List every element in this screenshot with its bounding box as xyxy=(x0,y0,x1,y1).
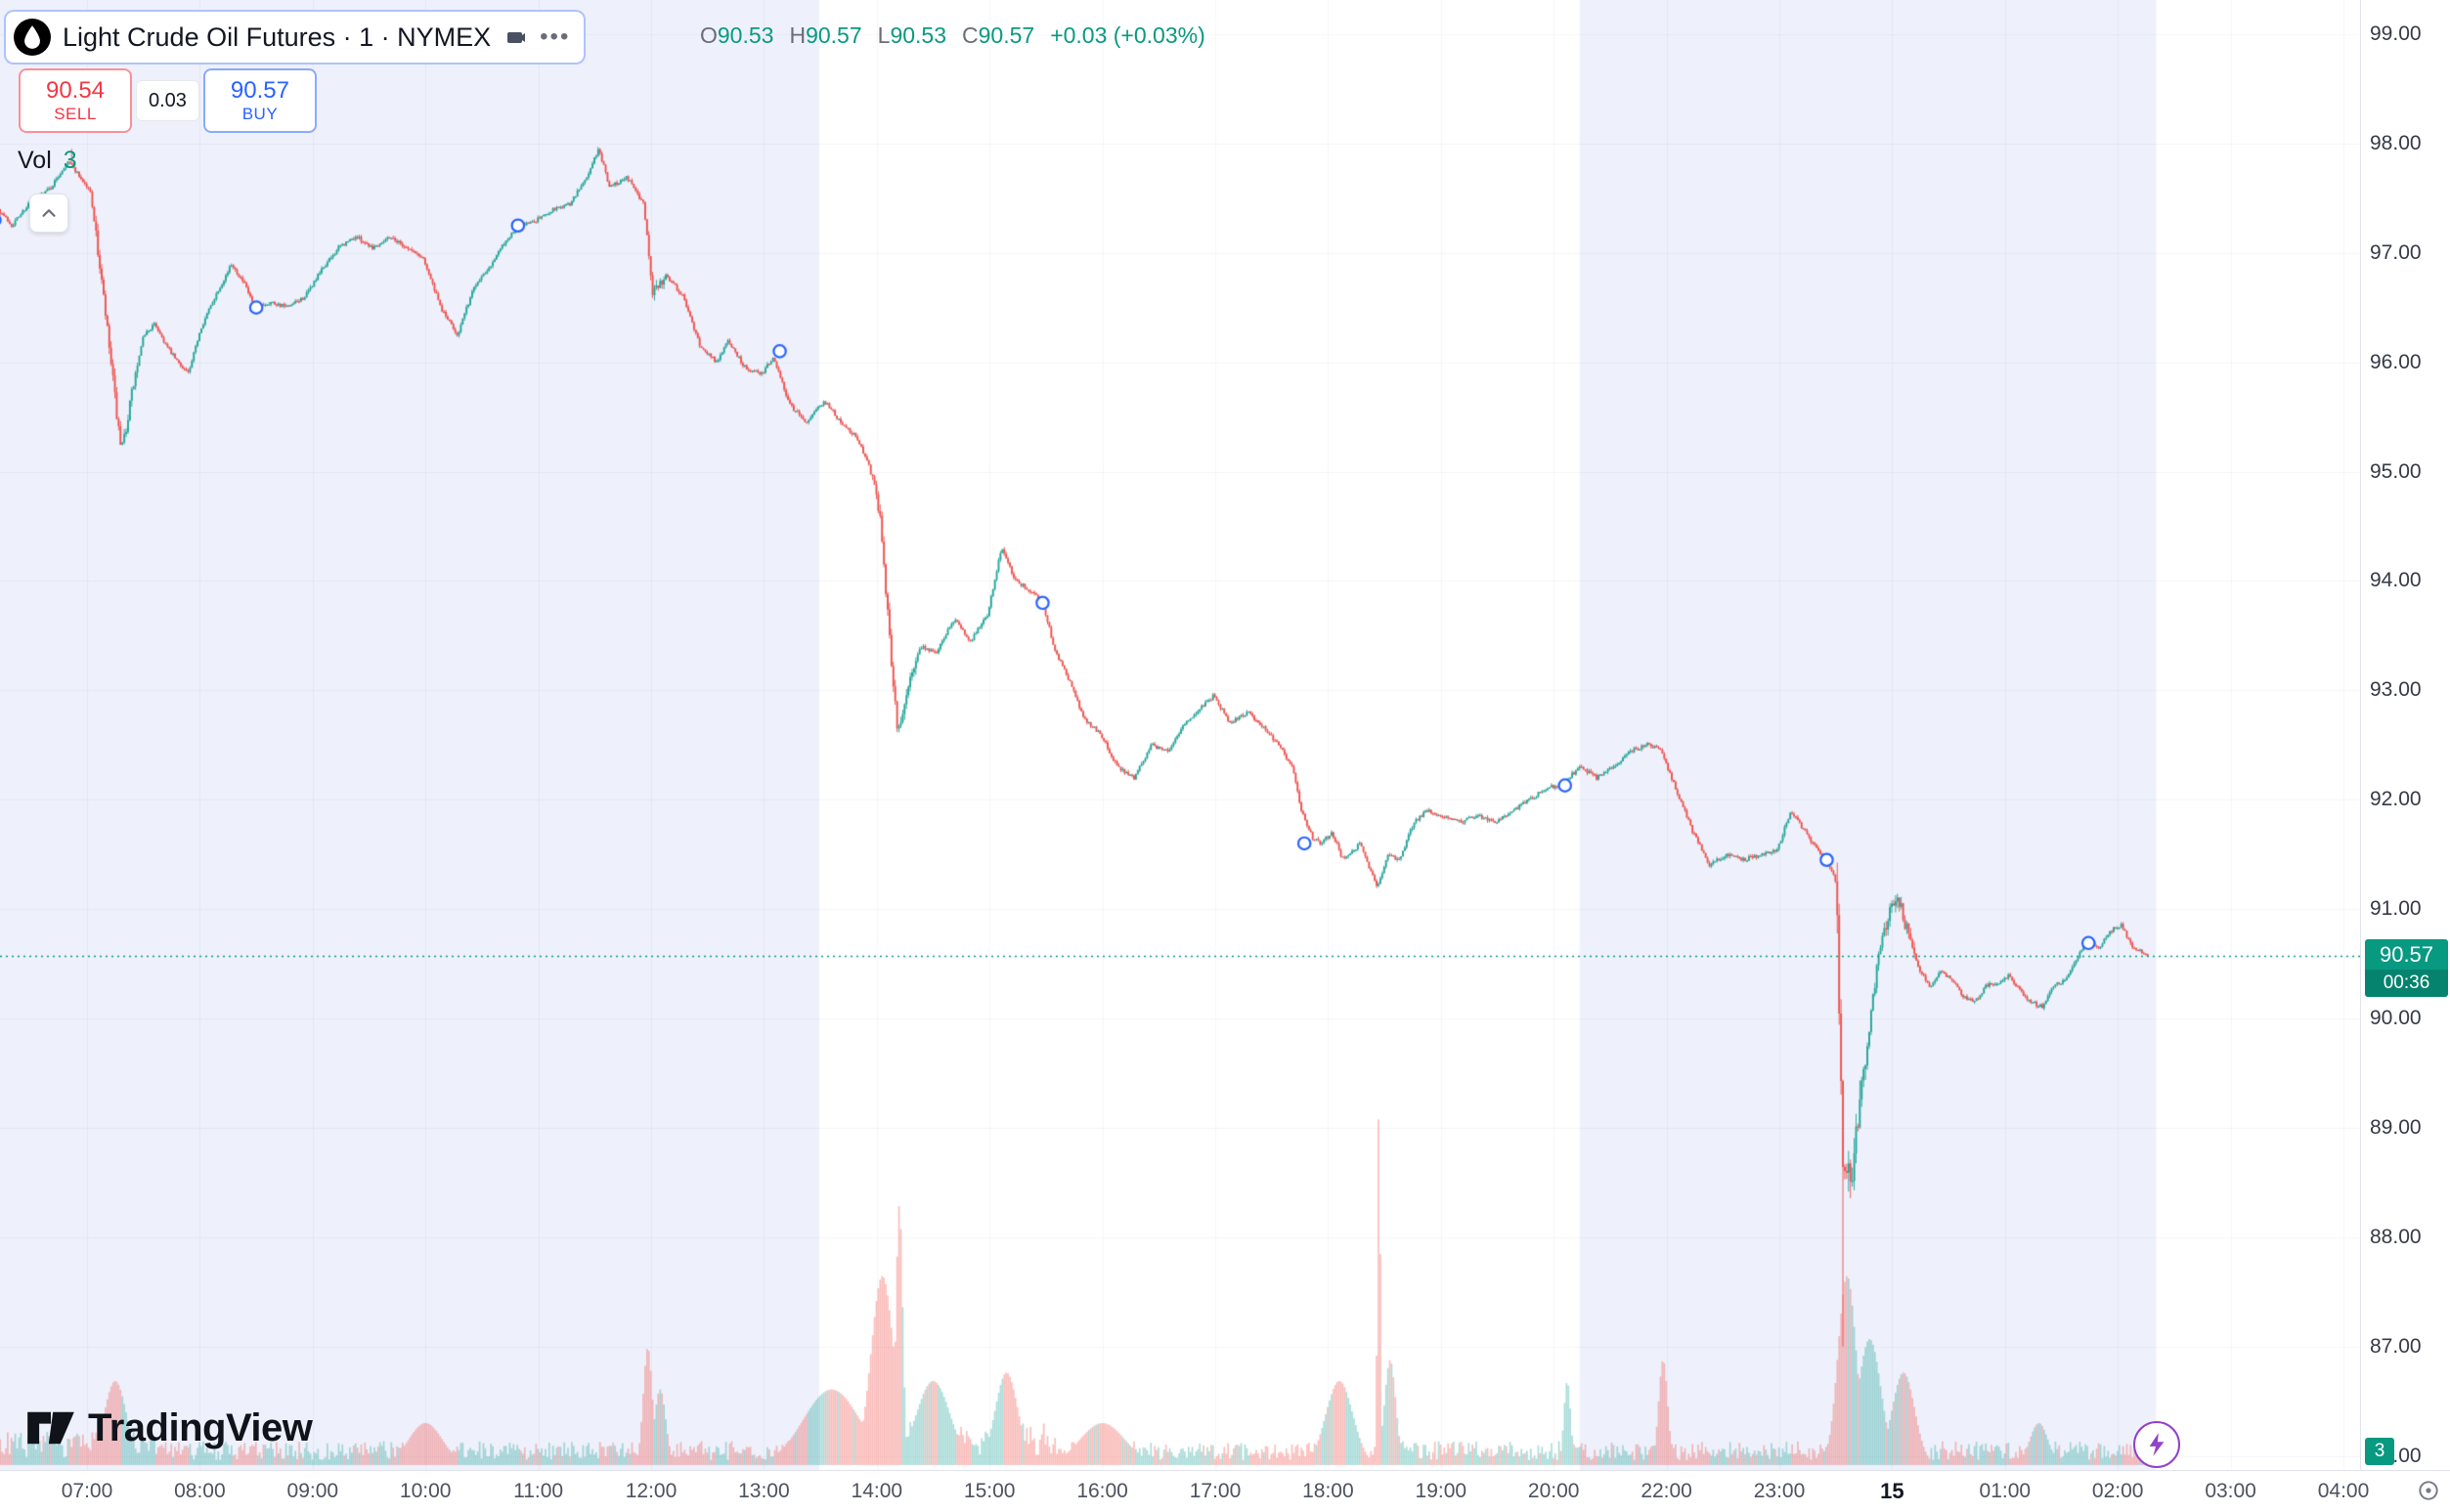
time-axis-label: 01:00 xyxy=(1979,1480,2032,1502)
price-tick-label: 88.00 xyxy=(2370,1225,2422,1248)
legend-collapse-button[interactable] xyxy=(29,194,68,233)
time-axis-label: 15 xyxy=(1880,1479,1904,1503)
time-axis-label: 22:00 xyxy=(1641,1480,1692,1502)
price-tick-label: 87.00 xyxy=(2370,1334,2422,1358)
spread-value: 0.03 xyxy=(136,80,199,121)
price-tick-label: 90.00 xyxy=(2370,1007,2422,1029)
sell-label: SELL xyxy=(54,105,97,124)
price-tick-label: 95.00 xyxy=(2370,459,2422,483)
ohlc-readout: O90.53 H90.57 L90.53 C90.57 +0.03 (+0.03… xyxy=(700,10,1205,61)
volume-axis-badge: 3 xyxy=(2365,1438,2394,1465)
price-tick-label: 93.00 xyxy=(2370,678,2422,702)
crude-oil-symbol-icon xyxy=(14,19,51,56)
symbol-legend[interactable]: Light Crude Oil Futures · 1 · NYMEX ••• xyxy=(4,10,587,65)
time-axis-label: 07:00 xyxy=(61,1480,113,1502)
brand-name: TradingView xyxy=(88,1405,313,1449)
price-axis[interactable]: 99.00 98.00 97.00 96.00 95.00 94.00 93.00 92.00… xyxy=(2360,0,2450,1470)
time-axis-label: 16:00 xyxy=(1076,1480,1128,1502)
price-tick-label: 89.00 xyxy=(2370,1115,2422,1139)
time-axis-label: 10:00 xyxy=(399,1480,452,1502)
time-axis-label: 15:00 xyxy=(963,1480,1016,1502)
instant-order-lightning-button[interactable] xyxy=(2133,1421,2180,1468)
time-axis-label: 12:00 xyxy=(625,1480,678,1502)
time-axis-label: 03:00 xyxy=(2205,1480,2256,1502)
price-tick-label: 96.00 xyxy=(2370,350,2422,373)
time-axis[interactable]: 07:00 08:00 09:00 10:00 11:00 12:00 13:00 14:00… xyxy=(0,1470,2450,1512)
last-price-value: 90.57 xyxy=(2379,942,2434,968)
time-axis-label: 11:00 xyxy=(513,1480,564,1502)
time-axis-label: 14:00 xyxy=(851,1480,903,1502)
bar-countdown: 00:36 xyxy=(2365,970,2448,998)
ohlc-close: C90.57 xyxy=(962,22,1035,48)
tradingview-logo-icon xyxy=(27,1411,74,1445)
price-tick-label: 92.00 xyxy=(2370,788,2422,811)
ohlc-open: O90.53 xyxy=(700,22,774,48)
time-axis-label: 13:00 xyxy=(738,1480,790,1502)
crosshair-target-icon[interactable] xyxy=(2415,1477,2442,1504)
price-tick-label: 97.00 xyxy=(2370,240,2422,264)
price-change: +0.03 (+0.03%) xyxy=(1050,22,1205,48)
time-axis-label: 04:00 xyxy=(2317,1480,2370,1502)
time-axis-label: 18:00 xyxy=(1302,1480,1354,1502)
tradingview-watermark[interactable]: TradingView xyxy=(25,1405,313,1450)
trade-panel: 90.54 SELL 0.03 90.57 BUY xyxy=(19,68,317,133)
time-axis-label: 17:00 xyxy=(1189,1480,1242,1502)
time-axis-label: 23:00 xyxy=(1753,1480,1806,1502)
buy-button[interactable]: 90.57 BUY xyxy=(202,68,317,133)
last-price-badge: 90.57 00:36 xyxy=(2365,939,2448,998)
lightning-bolt-icon xyxy=(2149,1433,2165,1456)
volume-label: Vol xyxy=(18,147,52,174)
time-axis-label: 19:00 xyxy=(1415,1480,1467,1502)
price-tick-label: 99.00 xyxy=(2370,22,2422,45)
chevron-up-icon xyxy=(42,209,56,217)
sell-price: 90.54 xyxy=(45,77,106,105)
symbol-title: Light Crude Oil Futures · 1 · NYMEX xyxy=(63,22,492,52)
price-tick-label: 94.00 xyxy=(2370,569,2422,592)
time-axis-label: 20:00 xyxy=(1527,1480,1580,1502)
price-tick-label: 98.00 xyxy=(2370,131,2422,154)
price-tick-label: 91.00 xyxy=(2370,897,2422,921)
more-options-icon[interactable]: ••• xyxy=(540,23,571,50)
volume-value: 3 xyxy=(63,147,77,174)
time-axis-label: 02:00 xyxy=(2091,1480,2144,1502)
time-axis-label: 09:00 xyxy=(286,1480,339,1502)
time-axis-label: 08:00 xyxy=(174,1480,226,1502)
buy-price: 90.57 xyxy=(230,77,289,105)
ohlc-low: L90.53 xyxy=(877,22,946,48)
volume-legend[interactable]: Vol 3 xyxy=(18,147,77,175)
ohlc-high: H90.57 xyxy=(789,22,862,48)
legend-action-icon[interactable] xyxy=(503,24,528,50)
sell-button[interactable]: 90.54 SELL xyxy=(19,68,132,133)
buy-label: BUY xyxy=(241,105,279,124)
